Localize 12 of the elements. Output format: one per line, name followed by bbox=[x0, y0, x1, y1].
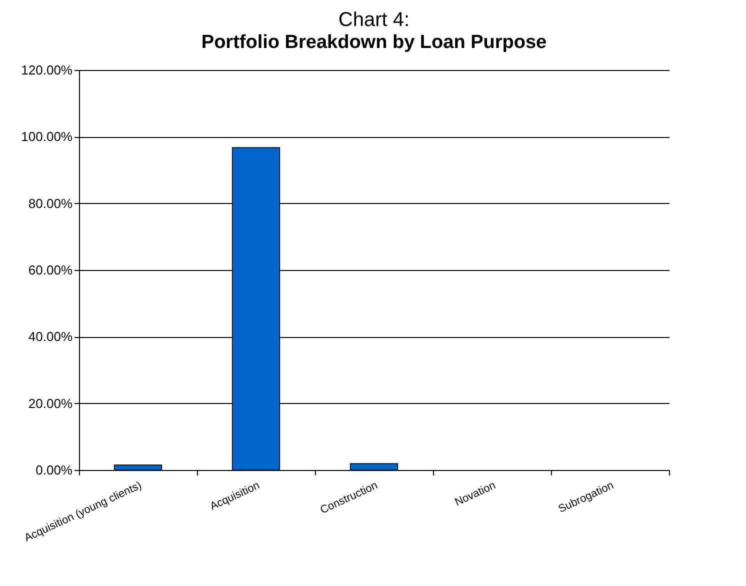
bar bbox=[114, 464, 162, 470]
y-tick-label: 80.00% bbox=[28, 196, 73, 211]
y-tick-label: 60.00% bbox=[28, 262, 73, 278]
y-tick-label: 120.00% bbox=[21, 62, 73, 78]
y-tick-label: 20.00% bbox=[28, 396, 73, 411]
y-tick-label: 40.00% bbox=[28, 329, 73, 344]
chart-title: Chart 4: bbox=[338, 9, 410, 31]
y-tick-label: 100.00% bbox=[21, 129, 73, 144]
chart-subtitle: Portfolio Breakdown by Loan Purpose bbox=[201, 32, 547, 53]
bar bbox=[350, 463, 398, 470]
bar bbox=[232, 147, 280, 470]
y-tick-label: 0.00% bbox=[36, 462, 73, 478]
